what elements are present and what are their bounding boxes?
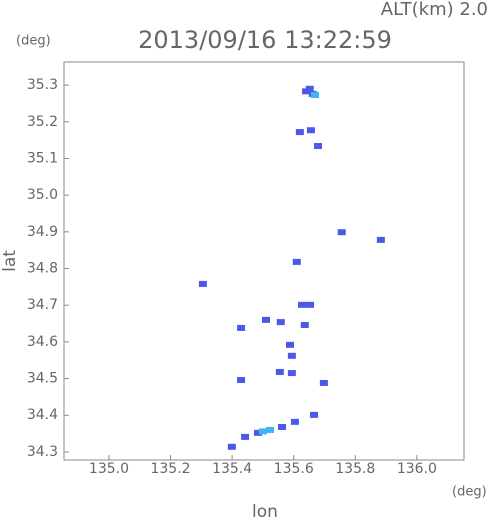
x-tick-label: 135.2 bbox=[150, 461, 190, 477]
y-tick-label: 34.3 bbox=[27, 444, 58, 460]
echo-cell bbox=[258, 428, 267, 435]
echo-cell bbox=[305, 85, 314, 92]
echo-cell bbox=[286, 341, 295, 348]
x-tick-label: 135.6 bbox=[274, 461, 314, 477]
y-axis-label: lat bbox=[0, 250, 20, 272]
echo-cell bbox=[306, 127, 315, 134]
y-tick-label: 34.7 bbox=[27, 297, 58, 313]
echo-cell bbox=[287, 352, 296, 359]
echo-cell bbox=[253, 429, 262, 436]
x-tick-label: 135.8 bbox=[335, 461, 375, 477]
echo-cell bbox=[227, 443, 236, 450]
echo-cell bbox=[314, 143, 323, 150]
y-tick-label: 35.2 bbox=[27, 114, 58, 130]
echo-cell bbox=[262, 316, 271, 323]
y-tick-label: 34.9 bbox=[27, 224, 58, 240]
y-tick-label: 34.6 bbox=[27, 334, 58, 350]
echo-cell bbox=[295, 129, 304, 136]
chart-title: 2013/09/16 13:22:59 bbox=[138, 26, 392, 54]
y-tick-label: 35.1 bbox=[27, 150, 58, 166]
y-tick-label: 35.3 bbox=[27, 77, 58, 93]
chart-subtitle: ALT(km) 2.0 bbox=[381, 0, 488, 20]
plot-frame bbox=[63, 61, 465, 461]
x-tick-label: 135.4 bbox=[212, 461, 252, 477]
y-unit: (deg) bbox=[16, 34, 51, 49]
x-tick-label: 136.0 bbox=[397, 461, 437, 477]
echo-cell bbox=[287, 370, 296, 377]
echo-cell bbox=[310, 411, 319, 418]
x-unit: (deg) bbox=[452, 485, 487, 500]
echo-cell bbox=[278, 423, 287, 430]
echo-cell bbox=[310, 92, 319, 99]
echo-cell bbox=[275, 368, 284, 375]
echo-cell bbox=[376, 236, 385, 243]
echo-cell bbox=[290, 418, 299, 425]
echo-cell bbox=[292, 258, 301, 265]
y-tick-label: 35.0 bbox=[27, 187, 58, 203]
echo-cell bbox=[276, 319, 285, 326]
echo-cell bbox=[237, 377, 246, 384]
echo-cell bbox=[300, 322, 309, 329]
y-tick-label: 34.4 bbox=[27, 407, 58, 423]
y-tick-label: 34.5 bbox=[27, 371, 58, 387]
echo-cell bbox=[237, 324, 246, 331]
echo-cell bbox=[241, 433, 250, 440]
echo-cell bbox=[306, 301, 315, 308]
echo-cell bbox=[198, 280, 207, 287]
y-tick-label: 34.8 bbox=[27, 261, 58, 277]
echo-cell bbox=[266, 426, 275, 433]
x-axis-label: lon bbox=[252, 502, 278, 521]
x-tick-label: 135.0 bbox=[89, 461, 129, 477]
echo-cell bbox=[298, 301, 307, 308]
echo-cell bbox=[319, 379, 328, 386]
echo-cell bbox=[337, 229, 346, 236]
